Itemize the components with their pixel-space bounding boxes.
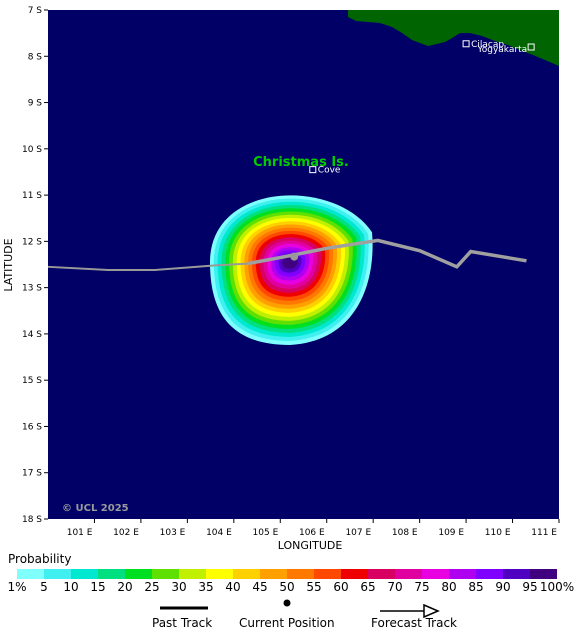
lat-tick-label: 14 S: [22, 330, 42, 340]
colorbar-tick-label: 75: [414, 580, 430, 594]
strike-probability-field: [210, 195, 373, 345]
colorbar-tick-label: 85: [468, 580, 484, 594]
colorbar-swatch: [449, 569, 476, 579]
colorbar-tick-label: 70: [387, 580, 403, 594]
axis-ticks: 7 S 8 S 9 S 10 S 11 S 12 S 13 S 14 S 15 S 16 S 17 …: [22, 6, 560, 538]
current-position-label: Current Position: [239, 616, 335, 630]
forecast-track-label: Forecast Track: [371, 616, 457, 630]
colorbar-tick-label: 25: [144, 580, 160, 594]
colorbar-tick-label: 80: [441, 580, 457, 594]
colorbar-swatch: [287, 569, 314, 579]
lat-tick-label: 15 S: [22, 376, 42, 386]
forecast-track-symbol: [380, 604, 440, 618]
colorbar-swatch: [125, 569, 152, 579]
colorbar-tick-label: 40: [225, 580, 241, 594]
past-track-symbol: [160, 606, 208, 610]
lon-tick-label: 101 E: [67, 528, 93, 538]
x-axis-title: LONGITUDE: [278, 539, 343, 550]
colorbar-swatch: [476, 569, 503, 579]
colorbar-tick-label: 35: [198, 580, 214, 594]
town-label: Cove: [318, 166, 341, 176]
copyright-text: © UCL 2025: [62, 503, 129, 514]
colorbar-swatch: [152, 569, 179, 579]
town-marker: [527, 43, 535, 51]
colorbar-swatch: [422, 569, 449, 579]
colorbar-tick-label: 60: [333, 580, 349, 594]
java-coastline-land: [348, 10, 559, 66]
colorbar-swatch: [368, 569, 395, 579]
town-marker: [309, 166, 317, 174]
colorbar-tick-label: 45: [252, 580, 268, 594]
colorbar-swatch: [503, 569, 530, 579]
colorbar-tick-labels: 1% 5 10 15 20 25 30 35 40 45 50 55 60 65 70 75 80 85 90 95 1…: [0, 580, 580, 594]
colorbar-tick-label: 5: [40, 580, 48, 594]
lat-tick-label: 9 S: [28, 99, 43, 109]
colorbar-swatch: [179, 569, 206, 579]
past-track-label: Past Track: [152, 616, 213, 630]
lat-tick-label: 16 S: [22, 422, 42, 432]
lon-tick-label: 102 E: [113, 528, 139, 538]
lat-tick-label: 12 S: [22, 237, 42, 247]
probability-colorbar: [17, 569, 557, 579]
colorbar-tick-label: 95: [522, 580, 538, 594]
colorbar-swatch: [341, 569, 368, 579]
lat-tick-label: 18 S: [22, 515, 42, 525]
colorbar-tick-label: 65: [360, 580, 376, 594]
lon-tick-label: 104 E: [206, 528, 232, 538]
colorbar-swatch: [260, 569, 287, 579]
colorbar-swatch: [206, 569, 233, 579]
lon-tick-label: 103 E: [160, 528, 186, 538]
lat-tick-label: 11 S: [22, 191, 42, 201]
y-axis-title: LATITUDE: [2, 238, 15, 291]
lon-tick-label: 108 E: [392, 528, 418, 538]
lat-tick-label: 8 S: [28, 52, 43, 62]
colorbar-tick-label: 90: [495, 580, 511, 594]
town-label: Yogyakarta: [476, 45, 527, 55]
lon-tick-label: 107 E: [345, 528, 371, 538]
town-label: Cilacap: [471, 40, 504, 50]
colorbar-swatch: [530, 569, 557, 579]
colorbar-swatch: [44, 569, 71, 579]
lat-tick-label: 7 S: [28, 6, 43, 16]
colorbar-tick-label: 15: [90, 580, 106, 594]
lat-tick-label: 13 S: [22, 284, 42, 294]
colorbar-tick-label: 1%: [7, 580, 27, 594]
colorbar-swatch: [233, 569, 260, 579]
current-position-symbol: [283, 599, 291, 607]
map-panel: 7 S 8 S 9 S 10 S 11 S 12 S 13 S 14 S 15 S 16 S 17 …: [2, 6, 560, 550]
town-marker: [462, 40, 470, 48]
lon-tick-label: 106 E: [299, 528, 325, 538]
current-position-marker: [290, 252, 299, 261]
colorbar-swatch: [98, 569, 125, 579]
colorbar-tick-label: 50: [279, 580, 295, 594]
lon-tick-label: 110 E: [485, 528, 511, 538]
colorbar-swatch: [395, 569, 422, 579]
colorbar-tick-label: 10: [63, 580, 79, 594]
island-label: Christmas Is.: [253, 155, 349, 170]
colorbar-tick-label: 30: [171, 580, 187, 594]
cyclone-track: [47, 238, 527, 272]
lon-tick-label: 111 E: [531, 528, 557, 538]
colorbar-tick-label: 20: [117, 580, 133, 594]
colorbar-swatch: [71, 569, 98, 579]
legend-title: Probability: [8, 552, 72, 566]
colorbar-tick-label: 55: [306, 580, 322, 594]
colorbar-swatch: [17, 569, 44, 579]
lon-tick-label: 105 E: [253, 528, 279, 538]
colorbar-tick-label: 100%: [539, 580, 575, 594]
lon-tick-label: 109 E: [438, 528, 464, 538]
lat-tick-label: 10 S: [22, 145, 42, 155]
lat-tick-label: 17 S: [22, 469, 42, 479]
forecast-track-line: [247, 238, 527, 269]
colorbar-swatch: [314, 569, 341, 579]
